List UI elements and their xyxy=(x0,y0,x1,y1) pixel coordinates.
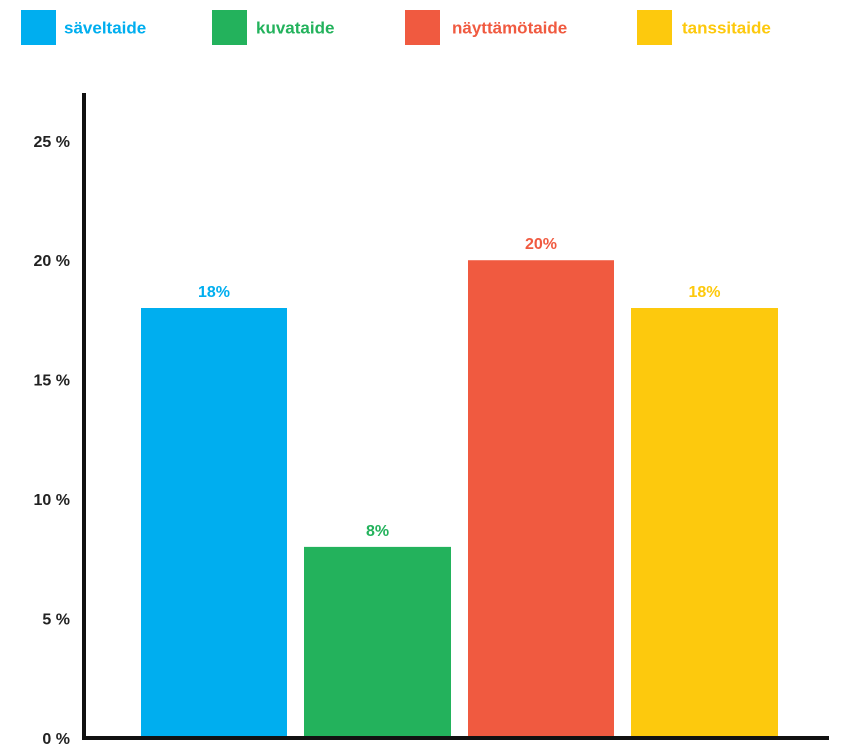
data-label: 18% xyxy=(198,284,230,301)
legend-swatch xyxy=(21,10,56,45)
bar xyxy=(141,308,287,738)
y-tick-label: 25 % xyxy=(34,134,70,151)
y-tick-label: 20 % xyxy=(34,253,70,270)
y-tick-label: 15 % xyxy=(34,373,70,390)
legend-label: tanssitaide xyxy=(682,19,771,38)
y-tick-label: 0 % xyxy=(42,731,70,746)
data-labels: 18% 8% 20% 18% xyxy=(198,236,721,540)
legend-label: kuvataide xyxy=(256,19,334,38)
y-tick-label: 5 % xyxy=(42,612,70,629)
bar xyxy=(468,260,614,738)
bar xyxy=(304,546,451,738)
data-label: 8% xyxy=(366,523,389,540)
legend-swatch xyxy=(212,10,247,45)
legend-label: näyttämötaide xyxy=(452,19,567,38)
bar xyxy=(631,308,778,738)
axes xyxy=(82,93,829,740)
legend-swatch xyxy=(637,10,672,45)
bars xyxy=(141,260,778,738)
data-label: 20% xyxy=(525,236,557,253)
y-axis-ticks: 0 % 5 % 10 % 15 % 20 % 25 % xyxy=(34,134,70,746)
data-label: 18% xyxy=(688,284,720,301)
legend-swatch xyxy=(405,10,440,45)
legend: säveltaide kuvataide näyttämötaide tanssita… xyxy=(21,10,771,45)
legend-label: säveltaide xyxy=(64,19,146,38)
y-tick-label: 10 % xyxy=(34,492,70,509)
